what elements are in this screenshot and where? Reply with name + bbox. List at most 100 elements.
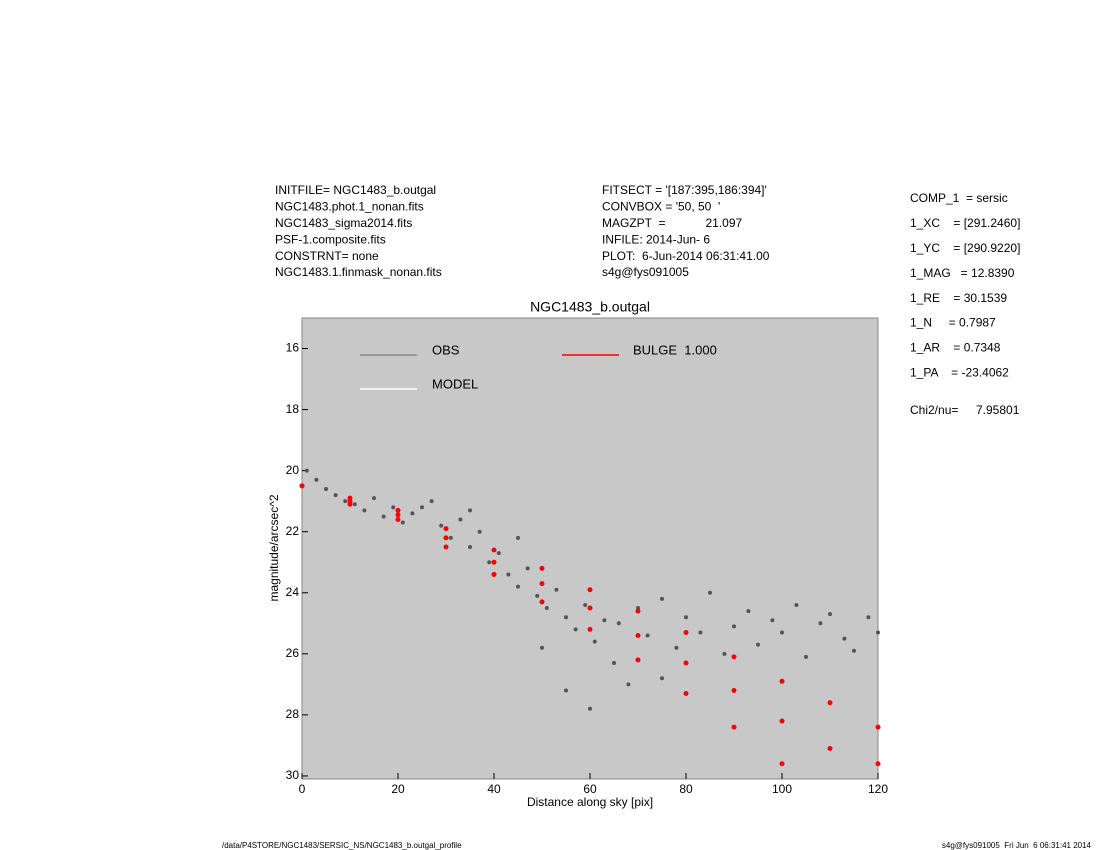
point <box>468 508 472 513</box>
chi2-value: 7.95801 <box>976 403 1020 417</box>
point <box>539 581 545 587</box>
param-line: 1_XC = [291.2460] <box>910 216 1020 230</box>
point <box>722 651 727 656</box>
point <box>347 501 353 507</box>
point <box>506 572 511 577</box>
x-tick-label: 80 <box>679 782 693 796</box>
point <box>395 516 401 522</box>
point <box>698 630 703 635</box>
point <box>635 608 641 614</box>
point <box>362 508 367 513</box>
point <box>683 629 689 635</box>
point <box>583 602 588 607</box>
x-tick-label: 100 <box>772 782 792 796</box>
point <box>429 499 434 504</box>
point <box>564 615 568 620</box>
header-middle-line: INFILE: 2014-Jun- 6 <box>602 232 710 246</box>
point <box>299 483 305 489</box>
footer-path: /data/P4STORE/NGC1483/SERSIC_NS/NGC1483_… <box>222 841 462 850</box>
point <box>372 496 376 501</box>
param-line: 1_RE = 30.1539 <box>910 291 1007 305</box>
legend-label: OBS <box>432 342 460 357</box>
point <box>352 502 357 507</box>
point <box>516 535 520 540</box>
point <box>779 761 785 767</box>
point <box>525 566 530 571</box>
point <box>544 606 549 611</box>
x-tick-label: 60 <box>583 782 597 796</box>
header-left-line: PSF-1.composite.fits <box>275 232 386 246</box>
point <box>780 630 784 635</box>
point <box>491 571 497 577</box>
point <box>875 724 881 730</box>
point <box>491 559 497 565</box>
point <box>587 626 593 632</box>
point <box>554 587 559 592</box>
point <box>333 493 338 498</box>
point <box>458 517 463 522</box>
point <box>314 477 319 482</box>
point <box>587 587 593 593</box>
y-tick-label: 22 <box>286 524 300 538</box>
y-tick-label: 18 <box>286 402 300 416</box>
y-tick-label: 24 <box>286 585 300 599</box>
point <box>448 535 453 540</box>
point <box>391 505 396 510</box>
point <box>842 636 847 641</box>
point <box>876 630 880 635</box>
y-axis-label: magnitude/arcsec^2 <box>267 494 281 601</box>
y-tick-label: 20 <box>286 463 300 477</box>
point <box>731 724 737 730</box>
point <box>827 700 833 706</box>
point <box>539 565 545 571</box>
param-line: 1_AR = 0.7348 <box>910 341 1001 355</box>
chart-title: NGC1483_b.outgal <box>530 299 650 315</box>
header-left-line: NGC1483_sigma2014.fits <box>275 216 412 230</box>
point <box>866 615 871 620</box>
x-tick-label: 20 <box>391 782 405 796</box>
point <box>660 596 664 601</box>
param-line: 1_PA = -23.4062 <box>910 365 1009 379</box>
x-tick-label: 0 <box>299 782 306 796</box>
x-tick-label: 120 <box>868 782 888 796</box>
point <box>381 514 386 519</box>
point <box>732 624 736 629</box>
point <box>443 535 449 541</box>
point <box>827 745 833 751</box>
point <box>684 615 688 620</box>
point <box>818 621 823 626</box>
x-tick-label: 40 <box>487 782 501 796</box>
point <box>395 512 401 518</box>
plot-area <box>301 317 879 780</box>
point <box>683 660 689 666</box>
header-middle-line: PLOT: 6-Jun-2014 06:31:41.00 <box>602 249 770 263</box>
point <box>828 612 832 617</box>
y-tick-label: 16 <box>286 341 300 355</box>
point <box>635 657 641 663</box>
point <box>645 633 650 638</box>
legend-label: BULGE 1.000 <box>633 342 717 357</box>
point <box>708 590 712 595</box>
point <box>779 678 785 684</box>
x-axis-label: Distance along sky [pix] <box>527 795 653 809</box>
point <box>804 654 808 659</box>
point <box>587 605 593 611</box>
param-line: COMP_1 = sersic <box>910 191 1008 205</box>
header-left-line: INITFILE= NGC1483_b.outgal <box>275 183 436 197</box>
header-middle-line: CONVBOX = '50, 50 ' <box>602 200 720 214</box>
point <box>410 511 415 516</box>
point <box>491 547 497 553</box>
y-tick-label: 30 <box>286 768 300 782</box>
point <box>746 609 751 614</box>
header-left-line: NGC1483.phot.1_nonan.fits <box>275 200 424 214</box>
y-tick-label: 26 <box>286 646 300 660</box>
point <box>443 544 449 550</box>
point <box>683 691 689 697</box>
point <box>770 618 775 623</box>
point <box>588 706 592 711</box>
point <box>443 526 449 532</box>
point <box>635 633 641 639</box>
point <box>516 584 520 589</box>
header-middle-line: s4g@fys091005 <box>602 265 689 279</box>
